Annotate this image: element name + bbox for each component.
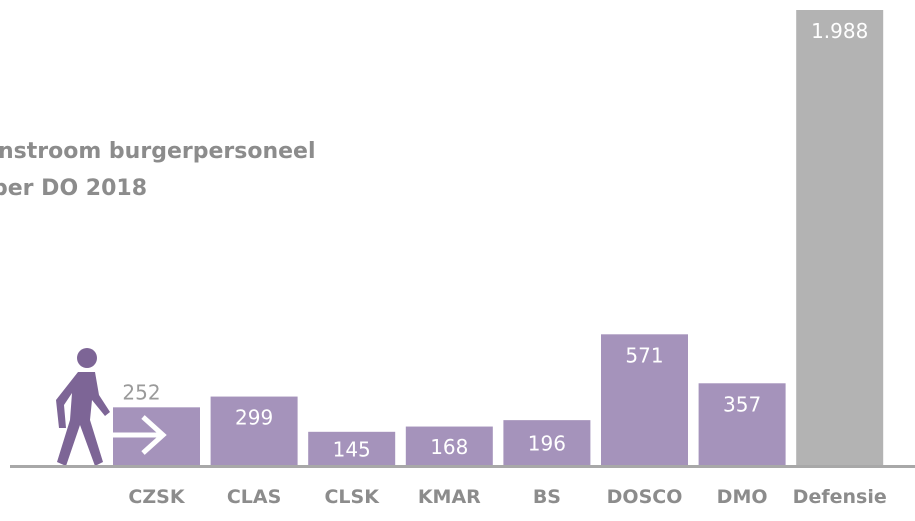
value-label: 145 bbox=[333, 437, 371, 461]
x-tick-label: DMO bbox=[717, 486, 768, 508]
x-tick-label: KMAR bbox=[418, 486, 481, 508]
value-label: 571 bbox=[625, 343, 663, 367]
value-label: 196 bbox=[528, 432, 566, 456]
x-tick-label: BS bbox=[533, 486, 561, 508]
bar bbox=[503, 420, 591, 465]
x-tick-label: CLAS bbox=[227, 486, 281, 508]
chart-title: per DO 2018 bbox=[0, 176, 147, 201]
value-label: 252 bbox=[122, 380, 160, 404]
x-tick-label: Defensie bbox=[793, 486, 887, 508]
bar bbox=[601, 334, 688, 465]
value-label: 299 bbox=[235, 406, 273, 430]
chart-title: nstroom burgerpersoneel bbox=[0, 139, 316, 164]
bar bbox=[698, 383, 786, 465]
x-tick-label: CZSK bbox=[128, 486, 185, 508]
value-label: 1.988 bbox=[811, 19, 868, 43]
bar bbox=[210, 396, 298, 465]
walker-icon bbox=[56, 348, 110, 466]
bar bbox=[796, 10, 884, 465]
bar bbox=[308, 431, 396, 465]
value-label: 357 bbox=[723, 392, 761, 416]
x-tick-label: DOSCO bbox=[607, 486, 683, 508]
x-tick-label: CLSK bbox=[324, 486, 380, 508]
arrow-icon bbox=[113, 415, 167, 455]
bar bbox=[405, 426, 493, 465]
value-label: 168 bbox=[430, 435, 468, 459]
